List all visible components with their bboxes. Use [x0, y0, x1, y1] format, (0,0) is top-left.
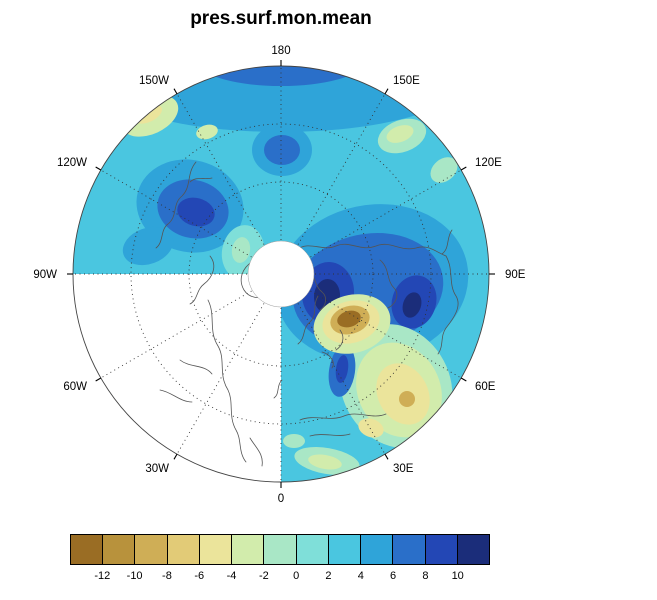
rim-tick: [173, 453, 178, 460]
colorbar-cell: [360, 534, 394, 565]
rim-tick: [384, 88, 389, 95]
plot-title: pres.surf.mon.mean: [190, 8, 372, 29]
meridian-line: [297, 303, 386, 454]
blob-siberia-low-brown-core: [337, 310, 361, 328]
longitude-label: 0: [278, 493, 284, 505]
coastline-path: [297, 295, 319, 345]
blob-blacksea-high-core: [335, 355, 349, 383]
latitude-circle: [130, 123, 432, 425]
pole-hole: [247, 240, 315, 308]
coastline-path: [249, 437, 263, 467]
coastline-path: [207, 299, 247, 463]
coastline-path: [379, 259, 398, 309]
blob-nw-green-spot: [196, 124, 218, 140]
blob-ne-green-spot: [430, 157, 458, 183]
coastline-path: [273, 379, 283, 399]
colorbar-cell: [102, 534, 136, 565]
coastline-path: [437, 255, 459, 355]
longitude-label: 30W: [145, 463, 169, 475]
colorbar-cell: [392, 534, 426, 565]
colorbar-cell: [263, 534, 297, 565]
colorbar-cell: [295, 534, 329, 565]
longitude-label: 120E: [475, 157, 502, 169]
rim-tick: [95, 166, 102, 171]
blob-south-green-spot: [283, 434, 305, 448]
longitude-label: 60W: [63, 381, 87, 393]
latitude-circle: [188, 181, 374, 367]
colorbar-cell: [70, 534, 104, 565]
meridian-line: [310, 169, 461, 258]
colorbar-tick-label: -6: [194, 570, 205, 582]
contour-field: [73, 66, 489, 482]
meridian-line: [101, 290, 252, 379]
colorbar-tick-label: 0: [293, 570, 300, 582]
rim-tick: [460, 377, 467, 382]
masked-sector: [73, 274, 281, 482]
blob-dateline-high-core: [264, 135, 300, 165]
colorbar-tick-label: -4: [226, 570, 237, 582]
rim-tick: [460, 166, 467, 171]
colorbar-cell: [231, 534, 265, 565]
meridian-line: [297, 94, 386, 245]
colorbar-tick-label: -8: [162, 570, 172, 582]
blob-ne-green-core: [386, 125, 414, 143]
colorbar-tick-label: -12: [94, 570, 111, 582]
colorbar-labels: -12 -10 -8 -6 -4 -2 0 2 4 6 8 10: [70, 570, 490, 586]
colorbar-cell: [456, 534, 491, 565]
meridian-line: [176, 94, 265, 245]
longitude-label: 90W: [33, 269, 57, 281]
coastline-path: [441, 229, 453, 255]
blob-eurasia-navy-east: [402, 292, 422, 318]
graticule: [73, 66, 489, 482]
longitude-label: 150E: [393, 75, 420, 87]
coastline-path: [299, 413, 387, 437]
rim-tick: [384, 453, 389, 460]
coastline-path: [189, 255, 215, 305]
longitude-label: 120W: [57, 157, 87, 169]
colorbar-tick-label: 4: [357, 570, 364, 582]
coastlines: [155, 161, 459, 467]
longitude-label: 90E: [505, 269, 526, 281]
blob-alaska-high-core: [177, 197, 215, 227]
blob-south-rim-green-core: [308, 454, 342, 470]
colorbar-cell: [198, 534, 233, 565]
coastline-path: [159, 359, 213, 403]
coastline-path: [321, 329, 344, 369]
longitude-label: 30E: [393, 463, 414, 475]
meridian-line: [176, 303, 265, 454]
coastline-path: [189, 177, 213, 183]
rim-tick: [95, 377, 102, 382]
blob-mideast-pale-spot: [358, 418, 384, 438]
colorbar-tick-label: 8: [422, 570, 429, 582]
colorbar-tick-label: 10: [451, 570, 464, 582]
colorbar-cell: [134, 534, 168, 565]
blob-mideast-tan-spot: [399, 391, 415, 407]
longitude-label: 60E: [475, 381, 496, 393]
colorbar-cell: [424, 534, 458, 565]
longitude-labels: 180 150E 120E 90E 60E 30E 0 30W 60W 90W 120W 150W: [33, 45, 525, 505]
coastline-path: [295, 243, 447, 257]
colorbar-cell: [327, 534, 362, 565]
colorbar-tick-label: 2: [325, 570, 332, 582]
colorbar-tick-label: -10: [126, 570, 143, 582]
meridian-line: [101, 169, 252, 258]
colorbar-tick-label: -2: [258, 570, 269, 582]
longitude-label: 150W: [139, 75, 169, 87]
blob-180-rim-high: [201, 66, 361, 86]
blob-greenland-pale-core: [231, 237, 251, 263]
colorbar: [70, 534, 491, 565]
coastline-path: [155, 161, 197, 249]
meridian-line: [310, 290, 461, 379]
longitude-label: 180: [271, 45, 290, 57]
rim-tick: [173, 88, 178, 95]
rim-ticks: [67, 60, 495, 488]
colorbar-cell: [166, 534, 200, 565]
colorbar-tick-label: 6: [390, 570, 397, 582]
meridian-lines: [73, 66, 489, 482]
